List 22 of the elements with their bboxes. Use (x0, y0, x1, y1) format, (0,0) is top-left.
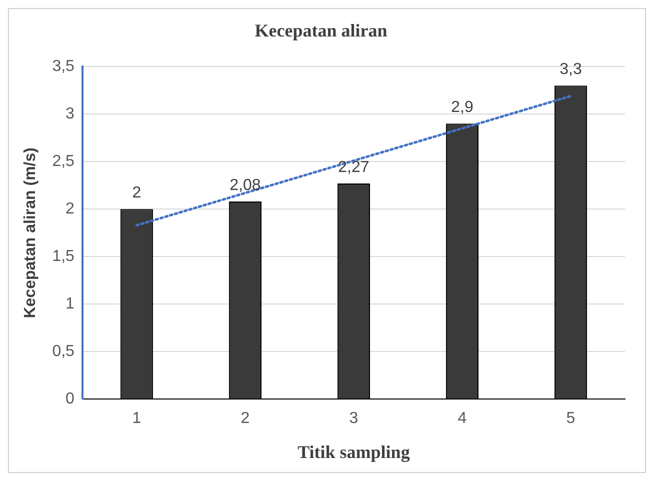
data-label: 2,27 (338, 158, 370, 176)
y-tick-label: 0,5 (52, 343, 75, 360)
x-tick-label: 1 (132, 410, 142, 428)
x-tick-label: 5 (566, 410, 576, 428)
y-tick-label: 1,5 (52, 248, 75, 266)
line-series (135, 94, 572, 227)
data-label: 2 (132, 184, 142, 202)
y-tick-label: 2,5 (52, 153, 75, 170)
x-tick-label: 4 (458, 410, 467, 428)
y-tick-label: 3 (66, 106, 75, 123)
chart-title: Kecepatan aliran (254, 20, 388, 40)
data-label: 2,9 (451, 99, 474, 116)
x-tick-label: 2 (240, 410, 250, 428)
y-tick-label: 3,5 (52, 58, 75, 76)
data-label: 2,08 (230, 176, 261, 194)
y-tick-label: 1 (66, 296, 75, 313)
y-axis-title: Kecepatan aliran (m/s) (22, 148, 40, 318)
x-tick-label: 3 (349, 410, 358, 428)
data-label: 3,3 (560, 61, 582, 78)
y-tick-label: 0 (66, 390, 75, 408)
x-axis-title: Titik sampling (298, 442, 410, 462)
y-tick-label: 2 (66, 200, 75, 218)
